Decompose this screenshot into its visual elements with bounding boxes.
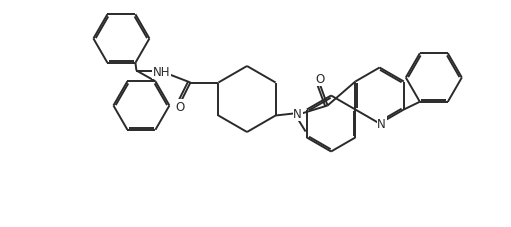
Text: NH: NH — [153, 66, 170, 79]
Text: N: N — [293, 108, 302, 121]
Text: O: O — [315, 73, 324, 86]
Text: O: O — [176, 101, 185, 114]
Text: N: N — [377, 118, 386, 131]
